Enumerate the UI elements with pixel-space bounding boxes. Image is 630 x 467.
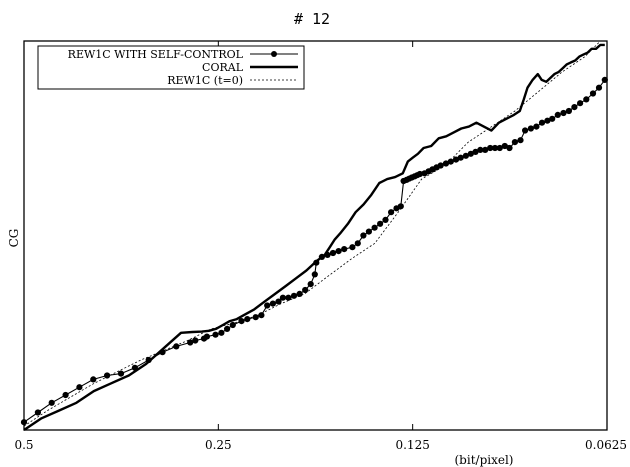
series-point — [538, 119, 546, 126]
series-point — [565, 107, 573, 115]
series-point — [192, 337, 199, 344]
series-point — [501, 142, 508, 150]
series-point — [360, 232, 367, 239]
series-point — [482, 146, 489, 153]
series-point — [377, 220, 384, 227]
series-point — [517, 137, 524, 144]
series-point — [382, 216, 389, 223]
series-point — [583, 96, 590, 103]
legend-entry-label: CORAL — [202, 61, 244, 74]
series-point — [577, 100, 584, 107]
x-axis-ticks: 0.5 0.25 0.125 0.0625 — [14, 41, 627, 452]
legend-entry-label: REW1C (t=0) — [167, 74, 243, 87]
series-point — [437, 162, 444, 169]
series-point — [522, 127, 529, 134]
series-point — [258, 312, 265, 319]
series-point — [229, 321, 236, 329]
series-point — [203, 333, 210, 340]
series-point — [34, 409, 42, 416]
series-point — [264, 302, 271, 309]
series-point — [218, 329, 225, 336]
series-point — [560, 109, 567, 117]
series-point — [416, 170, 423, 178]
series-point — [533, 123, 540, 130]
series-point — [571, 104, 578, 111]
series-point — [472, 148, 479, 155]
x-tick-label: 0.5 — [14, 438, 33, 452]
series-point — [457, 154, 464, 161]
series-point — [90, 376, 97, 383]
plot-frame — [23, 40, 608, 431]
y-axis-label: CG — [7, 229, 21, 248]
series-point — [117, 370, 125, 377]
series-point — [104, 372, 111, 379]
series-point — [554, 111, 561, 118]
series-line-1 — [23, 43, 605, 431]
series-point — [467, 150, 474, 157]
series-point — [487, 144, 494, 152]
series-point — [20, 419, 28, 426]
series-point — [477, 146, 484, 153]
series-point — [311, 271, 318, 278]
series-point — [238, 318, 245, 325]
series-point — [187, 339, 194, 346]
series-point — [595, 84, 603, 91]
legend-swatch-point — [271, 51, 277, 57]
chart-title: # 12 — [294, 10, 330, 28]
series-point — [496, 144, 503, 152]
series-point — [285, 294, 292, 301]
series-point — [269, 300, 276, 307]
series-point — [354, 240, 361, 247]
series-point — [527, 125, 535, 132]
series-point — [279, 294, 286, 301]
series-point — [371, 224, 378, 231]
series-point — [447, 158, 454, 165]
series-point — [173, 343, 180, 350]
x-axis-label: (bit/pixel) — [455, 453, 514, 467]
series-point — [48, 399, 55, 406]
series-point — [76, 384, 83, 391]
series-point — [544, 117, 551, 124]
series-point — [462, 152, 469, 159]
series-point — [549, 115, 556, 122]
x-tick-label: 0.0625 — [585, 438, 627, 452]
series-point — [307, 281, 314, 288]
series-point — [349, 244, 356, 251]
series-point — [365, 228, 372, 235]
series-point — [252, 314, 259, 321]
series-line-0 — [23, 79, 606, 423]
series-point — [442, 160, 450, 167]
series-layer — [20, 40, 608, 431]
series-point — [388, 209, 395, 216]
series-point — [397, 203, 404, 210]
x-tick-label: 0.125 — [395, 438, 429, 452]
series-point — [275, 298, 282, 305]
series-point — [589, 90, 597, 97]
series-point — [491, 144, 499, 152]
series-point — [341, 246, 348, 253]
legend-entry-label: REW1C WITH SELF-CONTROL — [68, 48, 244, 61]
series-point — [511, 139, 518, 146]
series-point — [506, 144, 513, 152]
series-point — [62, 391, 69, 399]
series-point — [335, 248, 342, 255]
series-point — [329, 249, 337, 257]
series-point — [302, 286, 309, 294]
x-tick-label: 0.25 — [205, 438, 232, 452]
series-point — [224, 325, 231, 332]
series-point — [296, 290, 303, 297]
series-line-2 — [23, 40, 601, 427]
series-point — [601, 76, 608, 83]
plot-border — [23, 40, 608, 431]
series-point — [212, 331, 219, 338]
series-point — [452, 156, 460, 163]
